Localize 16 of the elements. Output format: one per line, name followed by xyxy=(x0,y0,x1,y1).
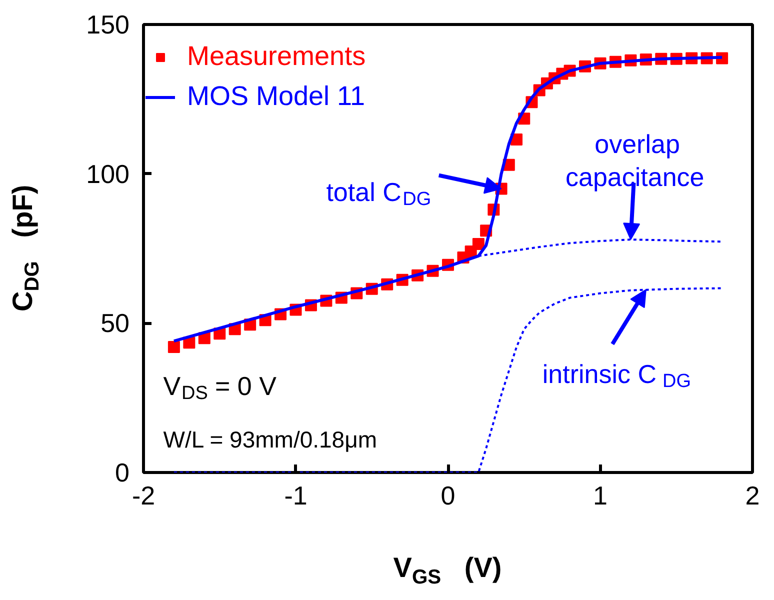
x-tick-label: -2 xyxy=(132,480,156,510)
x-tick-label: -1 xyxy=(284,480,308,510)
x-tick-label: 1 xyxy=(593,480,608,510)
y-tick-label: 50 xyxy=(100,308,130,338)
y-tick-label: 0 xyxy=(115,458,130,488)
y-tick-label: 150 xyxy=(86,10,130,40)
legend-label: MOS Model 11 xyxy=(187,81,366,112)
y-tick-label: 100 xyxy=(86,158,130,189)
x-tick-label: 0 xyxy=(440,480,456,510)
point xyxy=(168,341,180,354)
point xyxy=(472,238,484,250)
x-tick-label: 2 xyxy=(745,480,760,510)
legend-label: Measurements xyxy=(187,41,366,72)
x-axis-title: V$_{GS}$ (V) xyxy=(392,552,503,589)
annotation: W/L = 93mm/0.18μm xyxy=(163,426,378,453)
annotation: overlap capacitance xyxy=(566,128,704,192)
